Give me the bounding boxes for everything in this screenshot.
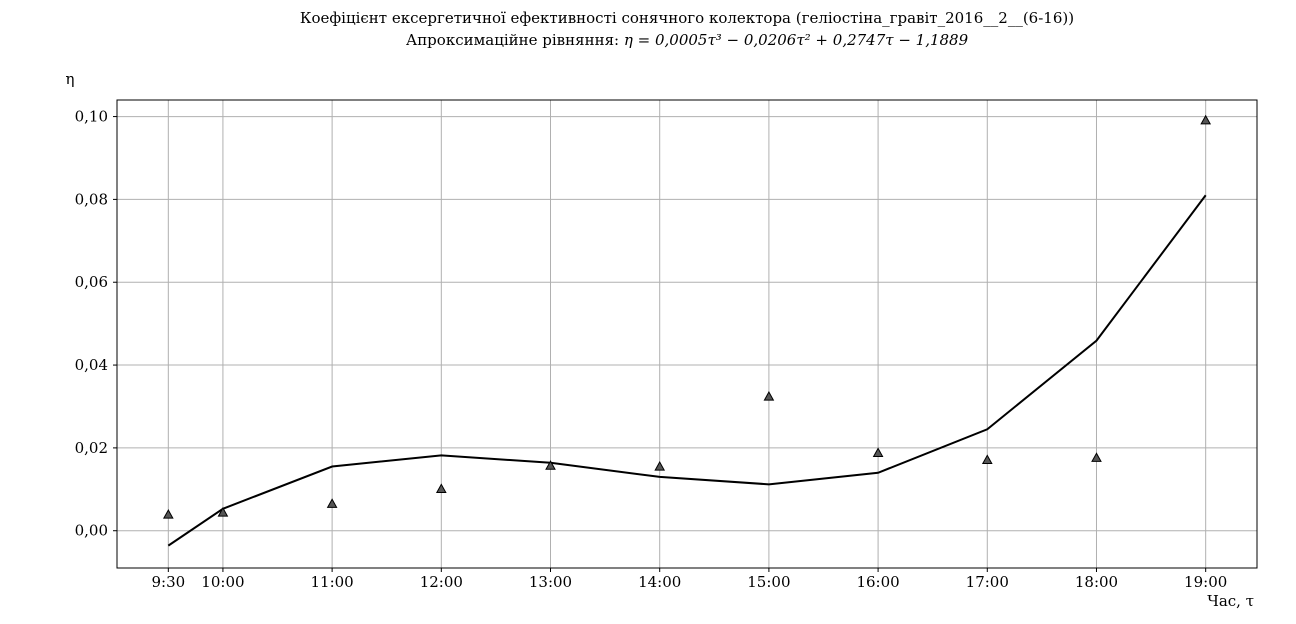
subtitle-equation: η = 0,0005τ³ − 0,0206τ² + 0,2747τ − 1,18… [624, 31, 969, 49]
x-axis-label: Час, τ [1207, 592, 1254, 610]
x-tick-label: 12:00 [420, 573, 463, 591]
x-tick-label: 15:00 [747, 573, 790, 591]
x-tick-label: 10:00 [201, 573, 244, 591]
y-tick-label: 0,08 [75, 190, 108, 208]
data-point-marker [326, 498, 338, 508]
y-axis-label: η [66, 70, 75, 88]
x-tick-label: 18:00 [1075, 573, 1118, 591]
y-tick-label: 0,06 [75, 273, 108, 291]
data-point-marker [217, 506, 229, 517]
x-tick-label: 19:00 [1184, 573, 1227, 591]
y-tick-label: 0,02 [75, 439, 108, 457]
x-tick-label: 11:00 [310, 573, 353, 591]
data-point-marker [545, 460, 556, 470]
data-point-marker [162, 509, 174, 519]
x-tick-label: 9:30 [151, 573, 185, 591]
data-point-marker [1200, 114, 1212, 125]
y-tick-label: 0,10 [75, 108, 108, 126]
approximation-line [167, 194, 1207, 547]
y-tick-label: 0,00 [75, 522, 108, 540]
x-tick-label: 16:00 [856, 573, 899, 591]
data-point-marker [981, 454, 993, 465]
x-tick-label: 17:00 [966, 573, 1009, 591]
plot-frame [116, 99, 1258, 569]
data-point-marker [654, 461, 666, 471]
chart-subtitle: Апроксимаційне рівняння: η = 0,0005τ³ − … [406, 31, 969, 49]
x-tick-label: 13:00 [529, 573, 572, 591]
subtitle-prefix: Апроксимаційне рівняння: [406, 31, 624, 49]
chart-title: Коефіцієнт ексергетичної ефективності со… [300, 9, 1074, 27]
data-point-marker [435, 483, 447, 493]
x-tick-label: 14:00 [638, 573, 681, 591]
data-point-marker [1091, 452, 1102, 462]
data-point-marker [763, 391, 775, 401]
ticks: 9:30 10:00 11:00 12:00 13:00 14:00 15:00 16:00 1… [75, 108, 1228, 591]
data-point-marker [872, 447, 884, 457]
series [162, 114, 1212, 547]
grid [117, 100, 1257, 568]
y-tick-label: 0,04 [75, 356, 108, 374]
